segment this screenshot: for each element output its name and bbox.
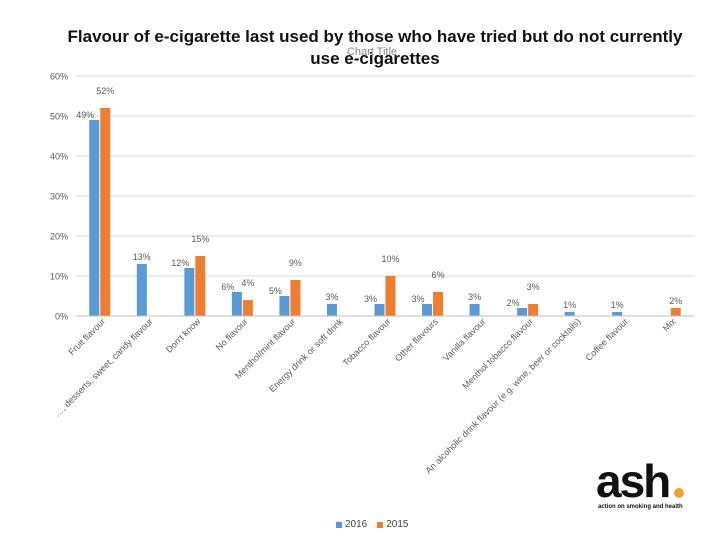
ash-logo-dot bbox=[674, 488, 684, 498]
data-label-2016: 3% bbox=[468, 292, 481, 302]
data-label-2016: 13% bbox=[133, 252, 151, 262]
data-label-2015: 9% bbox=[289, 258, 302, 268]
legend-swatch-2016 bbox=[336, 521, 342, 528]
y-tick-label: 30% bbox=[50, 192, 68, 202]
x-tick-label: Tobacco flavour bbox=[341, 316, 393, 368]
data-label-2016: 12% bbox=[171, 258, 189, 268]
legend-item-2015: 2015 bbox=[377, 519, 409, 530]
bar-2015 bbox=[100, 108, 111, 316]
y-tick-label: 60% bbox=[50, 72, 68, 82]
bar-2016 bbox=[89, 120, 100, 316]
bar-2015 bbox=[433, 292, 444, 316]
x-tick-label: Mix bbox=[661, 316, 678, 333]
chart-legend: 2016 2015 bbox=[336, 519, 409, 530]
data-label-2015: 3% bbox=[527, 282, 540, 292]
bar-2015 bbox=[290, 280, 301, 316]
data-label-2016: 5% bbox=[269, 286, 282, 296]
x-tick-label: Coffee flavour bbox=[584, 316, 631, 363]
data-label-2016: 3% bbox=[364, 294, 377, 304]
bar-2016 bbox=[136, 264, 147, 316]
bar-2015 bbox=[670, 308, 681, 316]
data-label-2015: 6% bbox=[432, 270, 445, 280]
y-tick-label: 0% bbox=[55, 312, 68, 322]
y-tick-label: 40% bbox=[50, 152, 68, 162]
x-tick-label: Other flavours bbox=[393, 316, 440, 363]
data-label-2016: 6% bbox=[221, 282, 234, 292]
data-label-2015: 2% bbox=[669, 296, 682, 306]
bar-2016 bbox=[184, 268, 195, 316]
bar-2016 bbox=[279, 296, 290, 316]
x-tick-label: Fruit flavour bbox=[67, 316, 108, 357]
bar-2016 bbox=[517, 308, 528, 316]
bar-2016 bbox=[612, 312, 623, 316]
data-label-2016: 2% bbox=[507, 298, 520, 308]
bar-2015 bbox=[242, 300, 253, 316]
data-label-2016: 3% bbox=[412, 294, 425, 304]
legend-item-2016: 2016 bbox=[336, 519, 367, 530]
chart-main-title: Flavour of e-cigarette last used by thos… bbox=[67, 27, 683, 68]
bar-2016 bbox=[374, 304, 385, 316]
data-label-2015: 10% bbox=[381, 254, 399, 264]
bar-2015 bbox=[528, 304, 539, 316]
x-tick-label: Vanilla flavour bbox=[441, 316, 488, 363]
data-label-2015: 4% bbox=[241, 278, 254, 288]
ash-logo-word: ash bbox=[596, 455, 671, 507]
data-label-2016: 1% bbox=[563, 300, 576, 310]
ash-logo-tagline: action on smoking and health bbox=[598, 504, 683, 510]
ash-logo: ash action on smoking and health bbox=[596, 458, 696, 514]
data-label-2016: 49% bbox=[76, 110, 94, 120]
y-tick-label: 50% bbox=[50, 112, 68, 122]
bar-2016 bbox=[469, 304, 480, 316]
bar-2016 bbox=[564, 312, 575, 316]
x-tick-label: Don't know bbox=[164, 316, 203, 355]
bar-2016 bbox=[326, 304, 337, 316]
data-label-2015: 15% bbox=[191, 234, 209, 244]
data-label-2015: 52% bbox=[96, 86, 114, 96]
y-tick-label: 20% bbox=[50, 232, 68, 242]
bar-2015 bbox=[385, 276, 396, 316]
x-tick-label: …, desserts, sweet, candy flavour bbox=[52, 316, 155, 419]
bar-2015 bbox=[195, 256, 206, 316]
x-tick-label: No flavour bbox=[214, 316, 250, 352]
legend-label-2016: 2016 bbox=[345, 519, 368, 530]
data-label-2016: 1% bbox=[611, 300, 624, 310]
y-tick-label: 10% bbox=[50, 272, 68, 282]
data-label-2016: 3% bbox=[325, 292, 338, 302]
legend-label-2015: 2015 bbox=[386, 519, 409, 530]
legend-swatch-2015 bbox=[377, 521, 384, 528]
bar-2016 bbox=[422, 304, 433, 316]
chart-placeholder-title: Chart Title bbox=[346, 46, 398, 58]
bar-2016 bbox=[231, 292, 242, 316]
